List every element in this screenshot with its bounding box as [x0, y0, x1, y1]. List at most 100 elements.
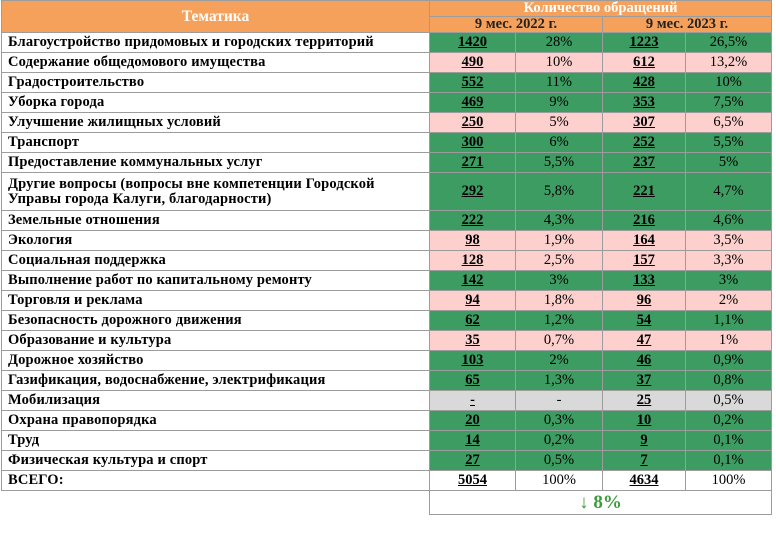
- count-2023[interactable]: 96: [602, 290, 686, 311]
- row-topic: Дорожное хозяйство: [1, 350, 430, 371]
- count-2023[interactable]: 428: [602, 72, 686, 93]
- share-2022: 10%: [515, 52, 603, 73]
- share-2022: 2,5%: [515, 250, 603, 271]
- row-topic: Предоставление коммунальных услуг: [1, 152, 430, 173]
- row-topic: Транспорт: [1, 132, 430, 153]
- count-2023[interactable]: 221: [602, 172, 686, 211]
- row-topic: Физическая культура и спорт: [1, 450, 430, 471]
- count-2022[interactable]: 469: [429, 92, 516, 113]
- count-2022[interactable]: 250: [429, 112, 516, 133]
- count-2023[interactable]: 157: [602, 250, 686, 271]
- header-period-2022: 9 мес. 2022 г.: [429, 16, 603, 33]
- header-topic: Тематика: [1, 0, 430, 33]
- table-row: Благоустройство придомовых и городских т…: [1, 32, 773, 53]
- count-2022[interactable]: 300: [429, 132, 516, 153]
- share-2022: -: [515, 390, 603, 411]
- count-2023[interactable]: 252: [602, 132, 686, 153]
- share-2022: 1,9%: [515, 230, 603, 251]
- count-2022[interactable]: 14: [429, 430, 516, 451]
- share-2023: 10%: [684, 72, 773, 93]
- count-2023[interactable]: 307: [602, 112, 686, 133]
- row-topic: Благоустройство придомовых и городских т…: [1, 32, 430, 53]
- count-2023[interactable]: 133: [602, 270, 686, 291]
- header-count: Количество обращений: [428, 0, 773, 17]
- table-row: Мобилизация - -25 0,5%: [1, 390, 773, 411]
- share-2023: 5,5%: [684, 132, 773, 153]
- count-2023[interactable]: 612: [602, 52, 686, 73]
- row-topic: Другие вопросы (вопросы вне компетенции …: [1, 172, 430, 211]
- share-2023: 7,5%: [684, 92, 773, 113]
- table-row: Газификация, водоснабжение, электрификац…: [1, 370, 773, 391]
- table-row: Другие вопросы (вопросы вне компетенции …: [1, 172, 773, 211]
- count-2022[interactable]: -: [429, 390, 516, 411]
- share-2022: 0,7%: [515, 330, 603, 351]
- count-2023[interactable]: 237: [602, 152, 686, 173]
- count-2022[interactable]: 65: [429, 370, 516, 391]
- share-2022: 1,2%: [515, 310, 603, 331]
- count-2022[interactable]: 103: [429, 350, 516, 371]
- count-2023[interactable]: 37: [602, 370, 686, 391]
- table-row: Транспорт 300 6% 252 5,5%: [1, 132, 773, 153]
- share-2022: 2%: [515, 350, 603, 371]
- row-topic: Образование и культура: [1, 330, 430, 351]
- count-2023[interactable]: 46: [602, 350, 686, 371]
- count-2022[interactable]: 35: [429, 330, 516, 351]
- count-2023[interactable]: 353: [602, 92, 686, 113]
- count-2022[interactable]: 94: [429, 290, 516, 311]
- share-2022: 1,3%: [515, 370, 603, 391]
- count-2023[interactable]: 54: [602, 310, 686, 331]
- count-2022[interactable]: 20: [429, 410, 516, 431]
- count-2023[interactable]: 1223: [602, 32, 686, 53]
- count-2022[interactable]: 27: [429, 450, 516, 471]
- trend-indicator: ↓ 8%: [428, 490, 773, 515]
- share-2023: 0,1%: [684, 430, 773, 451]
- row-topic: Градостроительство: [1, 72, 430, 93]
- count-2023[interactable]: 9: [602, 430, 686, 451]
- table-row: Образование и культура 35 0,7% 47 1%: [1, 330, 773, 351]
- row-topic: Выполнение работ по капитальному ремонту: [1, 270, 430, 291]
- count-2023[interactable]: 164: [602, 230, 686, 251]
- total-label: ВСЕГО:: [1, 470, 430, 491]
- count-2023[interactable]: 47: [602, 330, 686, 351]
- table-row: Труд 14 0,2% 9 0,1%: [1, 430, 773, 451]
- row-topic: Уборка города: [1, 92, 430, 113]
- total-count-2023[interactable]: 4634: [602, 470, 686, 491]
- count-2022[interactable]: 222: [429, 210, 516, 231]
- count-2023[interactable]: 10: [602, 410, 686, 431]
- table-row: Градостроительство 552 11% 428 10%: [1, 72, 773, 93]
- share-2022: 11%: [515, 72, 603, 93]
- count-2022[interactable]: 292: [429, 172, 516, 211]
- share-2022: 5%: [515, 112, 603, 133]
- share-2022: 5,8%: [515, 172, 603, 211]
- table-row: Содержание общедомового имущества 490 10% 6…: [1, 52, 773, 73]
- count-2022[interactable]: 62: [429, 310, 516, 331]
- count-2023[interactable]: 25: [602, 390, 686, 411]
- table-body: Благоустройство придомовых и городских т…: [1, 32, 773, 471]
- share-2022: 0,3%: [515, 410, 603, 431]
- row-topic: Газификация, водоснабжение, электрификац…: [1, 370, 430, 391]
- count-2022[interactable]: 1420: [429, 32, 516, 53]
- count-2023[interactable]: 7: [602, 450, 686, 471]
- share-2023: 0,2%: [684, 410, 773, 431]
- count-2022[interactable]: 490: [429, 52, 516, 73]
- count-2022[interactable]: 552: [429, 72, 516, 93]
- share-2022: 9%: [515, 92, 603, 113]
- table-row: Улучшение жилищных условий 250 5% 307 6,5%: [1, 112, 773, 133]
- row-topic: Экология: [1, 230, 430, 251]
- count-2022[interactable]: 128: [429, 250, 516, 271]
- table-row: Земельные отношения 222 4,3% 216 4,6%: [1, 210, 773, 231]
- share-2022: 3%: [515, 270, 603, 291]
- table-row: Безопасность дорожного движения 62 1,2% 54 1…: [1, 310, 773, 331]
- count-2022[interactable]: 142: [429, 270, 516, 291]
- table-row: Охрана правопорядка 20 0,3% 10 0,2%: [1, 410, 773, 431]
- total-share-2023: 100%: [684, 470, 773, 491]
- header-period-2023: 9 мес. 2023 г.: [601, 16, 773, 33]
- trend-spacer: [1, 490, 430, 515]
- share-2022: 0,5%: [515, 450, 603, 471]
- count-2023[interactable]: 216: [602, 210, 686, 231]
- count-2022[interactable]: 271: [429, 152, 516, 173]
- total-count-2022[interactable]: 5054: [429, 470, 516, 491]
- row-topic: Земельные отношения: [1, 210, 430, 231]
- count-2022[interactable]: 98: [429, 230, 516, 251]
- table-row: Предоставление коммунальных услуг 271 5,5%…: [1, 152, 773, 173]
